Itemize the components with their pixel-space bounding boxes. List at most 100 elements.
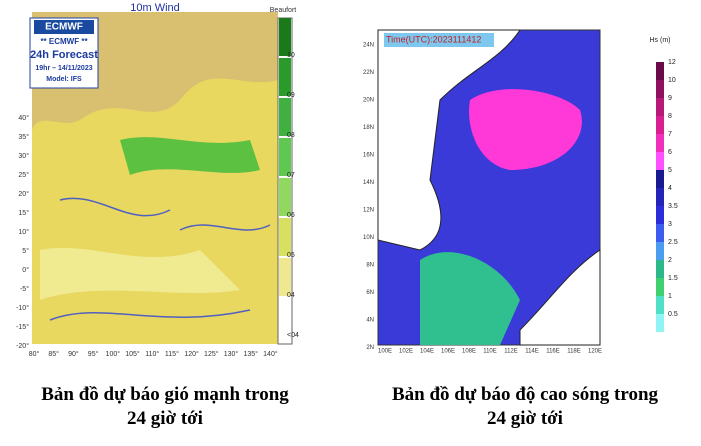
lat-label: 35°: [18, 133, 29, 141]
legend-label: 08: [287, 132, 295, 139]
legend-label: 05: [287, 252, 295, 259]
lon-label: 120°: [184, 350, 199, 358]
colorbar-swatch: [656, 62, 664, 80]
strong-wind: [120, 137, 260, 175]
legend-label: 6: [668, 149, 672, 156]
lon-label: 135°: [243, 350, 258, 358]
caption-line: Bản đồ dự báo độ cao sóng trong: [391, 384, 659, 405]
lat-label: 22N: [363, 70, 374, 76]
lat-label: -5°: [20, 285, 29, 293]
colorbar-swatch: [279, 218, 291, 256]
time-label: Time(UTC):2023111412: [386, 34, 481, 44]
legend-label: 2: [668, 257, 672, 264]
lon-label: 104E: [420, 349, 434, 355]
colorbar-swatch: [656, 170, 664, 188]
caption-line: Bản đồ dự báo gió mạnh trong: [41, 384, 289, 405]
colorbar-swatch: [656, 296, 664, 314]
lat-label: 10°: [18, 228, 29, 236]
legend-label: 09: [287, 92, 295, 99]
legend-label: 10: [287, 52, 295, 59]
colorbar-swatch: [656, 314, 664, 332]
legend-label: 1.5: [668, 275, 678, 282]
lon-label: 115°: [165, 350, 179, 358]
colorbar-swatch: [279, 138, 291, 176]
lon-label: 130°: [224, 350, 239, 358]
lat-label: 6N: [366, 290, 374, 296]
info-line: 24h Forecast: [30, 49, 98, 61]
colorbar-swatch: [656, 116, 664, 134]
lat-label: 20°: [18, 190, 29, 198]
legend-label: 3: [668, 221, 672, 228]
lat-label: 40°: [18, 114, 29, 122]
lon-label: 110°: [145, 350, 159, 358]
lat-label: 12N: [363, 208, 374, 214]
legend-label: 2.5: [668, 239, 678, 246]
lat-label: -10°: [16, 304, 29, 312]
lon-label: 80°: [29, 350, 40, 358]
lon-label: 106E: [441, 349, 455, 355]
lat-label: 2N: [366, 345, 374, 351]
logo: ECMWF: [45, 22, 83, 33]
legend-label: 07: [287, 172, 295, 179]
caption: Bản đồ dự báo độ cao sóng trong 24 giờ tớ…: [360, 383, 690, 431]
colorbar-swatch: [279, 98, 291, 136]
lat-label: 16N: [363, 153, 374, 159]
lon-label: 140°: [263, 350, 278, 358]
lon-label: 95°: [88, 350, 99, 358]
colorbar-swatch: [656, 152, 664, 170]
wind-zone: [40, 247, 240, 300]
colorbar-swatch: [279, 178, 291, 216]
caption-line: 24 giờ tới: [127, 408, 203, 429]
land: [519, 249, 601, 346]
lat-label: 8N: [366, 263, 374, 269]
legend-label: 0.5: [668, 311, 678, 318]
lat-label: -20°: [16, 342, 29, 350]
legend-label: <04: [287, 332, 299, 339]
legend-title: Beaufort: [270, 7, 297, 14]
map-title: 10m Wind: [130, 2, 180, 14]
logo-bg: [34, 20, 94, 34]
legend-label: 9: [668, 95, 672, 102]
lon-label: 100E: [378, 349, 392, 355]
caption: Bản đồ dự báo gió mạnh trong 24 giờ tới: [0, 383, 330, 431]
colorbar-swatch: [279, 298, 291, 336]
legend-label: 5: [668, 167, 672, 174]
lon-label: 102E: [399, 349, 413, 355]
lat-label: 24N: [363, 43, 374, 49]
lat-label: 4N: [366, 318, 374, 324]
lat-label: -15°: [16, 323, 29, 331]
lon-label: 114E: [525, 349, 539, 355]
lat-label: 0°: [22, 266, 29, 274]
colorbar-swatch: [656, 80, 664, 98]
legend-label: 10: [668, 77, 676, 84]
colorbar-swatch: [656, 206, 664, 224]
lat-label: 30°: [18, 152, 29, 160]
lat-label: 18N: [363, 125, 374, 131]
colorbar-swatch: [279, 258, 291, 296]
colorbar-swatch: [279, 18, 291, 56]
colorbar-swatch: [656, 188, 664, 206]
legend-label: 04: [287, 292, 295, 299]
colorbar-swatch: [656, 242, 664, 260]
lon-label: 118E: [567, 349, 581, 355]
lon-label: 116E: [546, 349, 560, 355]
lat-label: 14N: [363, 180, 374, 186]
legend-label: 8: [668, 113, 672, 120]
high-wave: [469, 89, 582, 170]
info-line: ** ECMWF **: [40, 37, 88, 46]
legend-title: Hs (m): [650, 37, 671, 44]
legend-label: 12: [668, 59, 676, 66]
legend-label: 7: [668, 131, 672, 138]
lon-label: 85°: [48, 350, 59, 358]
time-bg: [384, 33, 494, 47]
caption-line: 24 giờ tới: [487, 408, 563, 429]
lon-label: 100°: [106, 350, 121, 358]
legend-label: 1: [668, 293, 672, 300]
lat-label: 15°: [18, 209, 29, 217]
lon-label: 90°: [68, 350, 79, 358]
colorbar-swatch: [656, 260, 664, 278]
legend-label: 4: [668, 185, 672, 192]
colorbar-swatch: [656, 278, 664, 296]
isobar: [49, 197, 271, 321]
